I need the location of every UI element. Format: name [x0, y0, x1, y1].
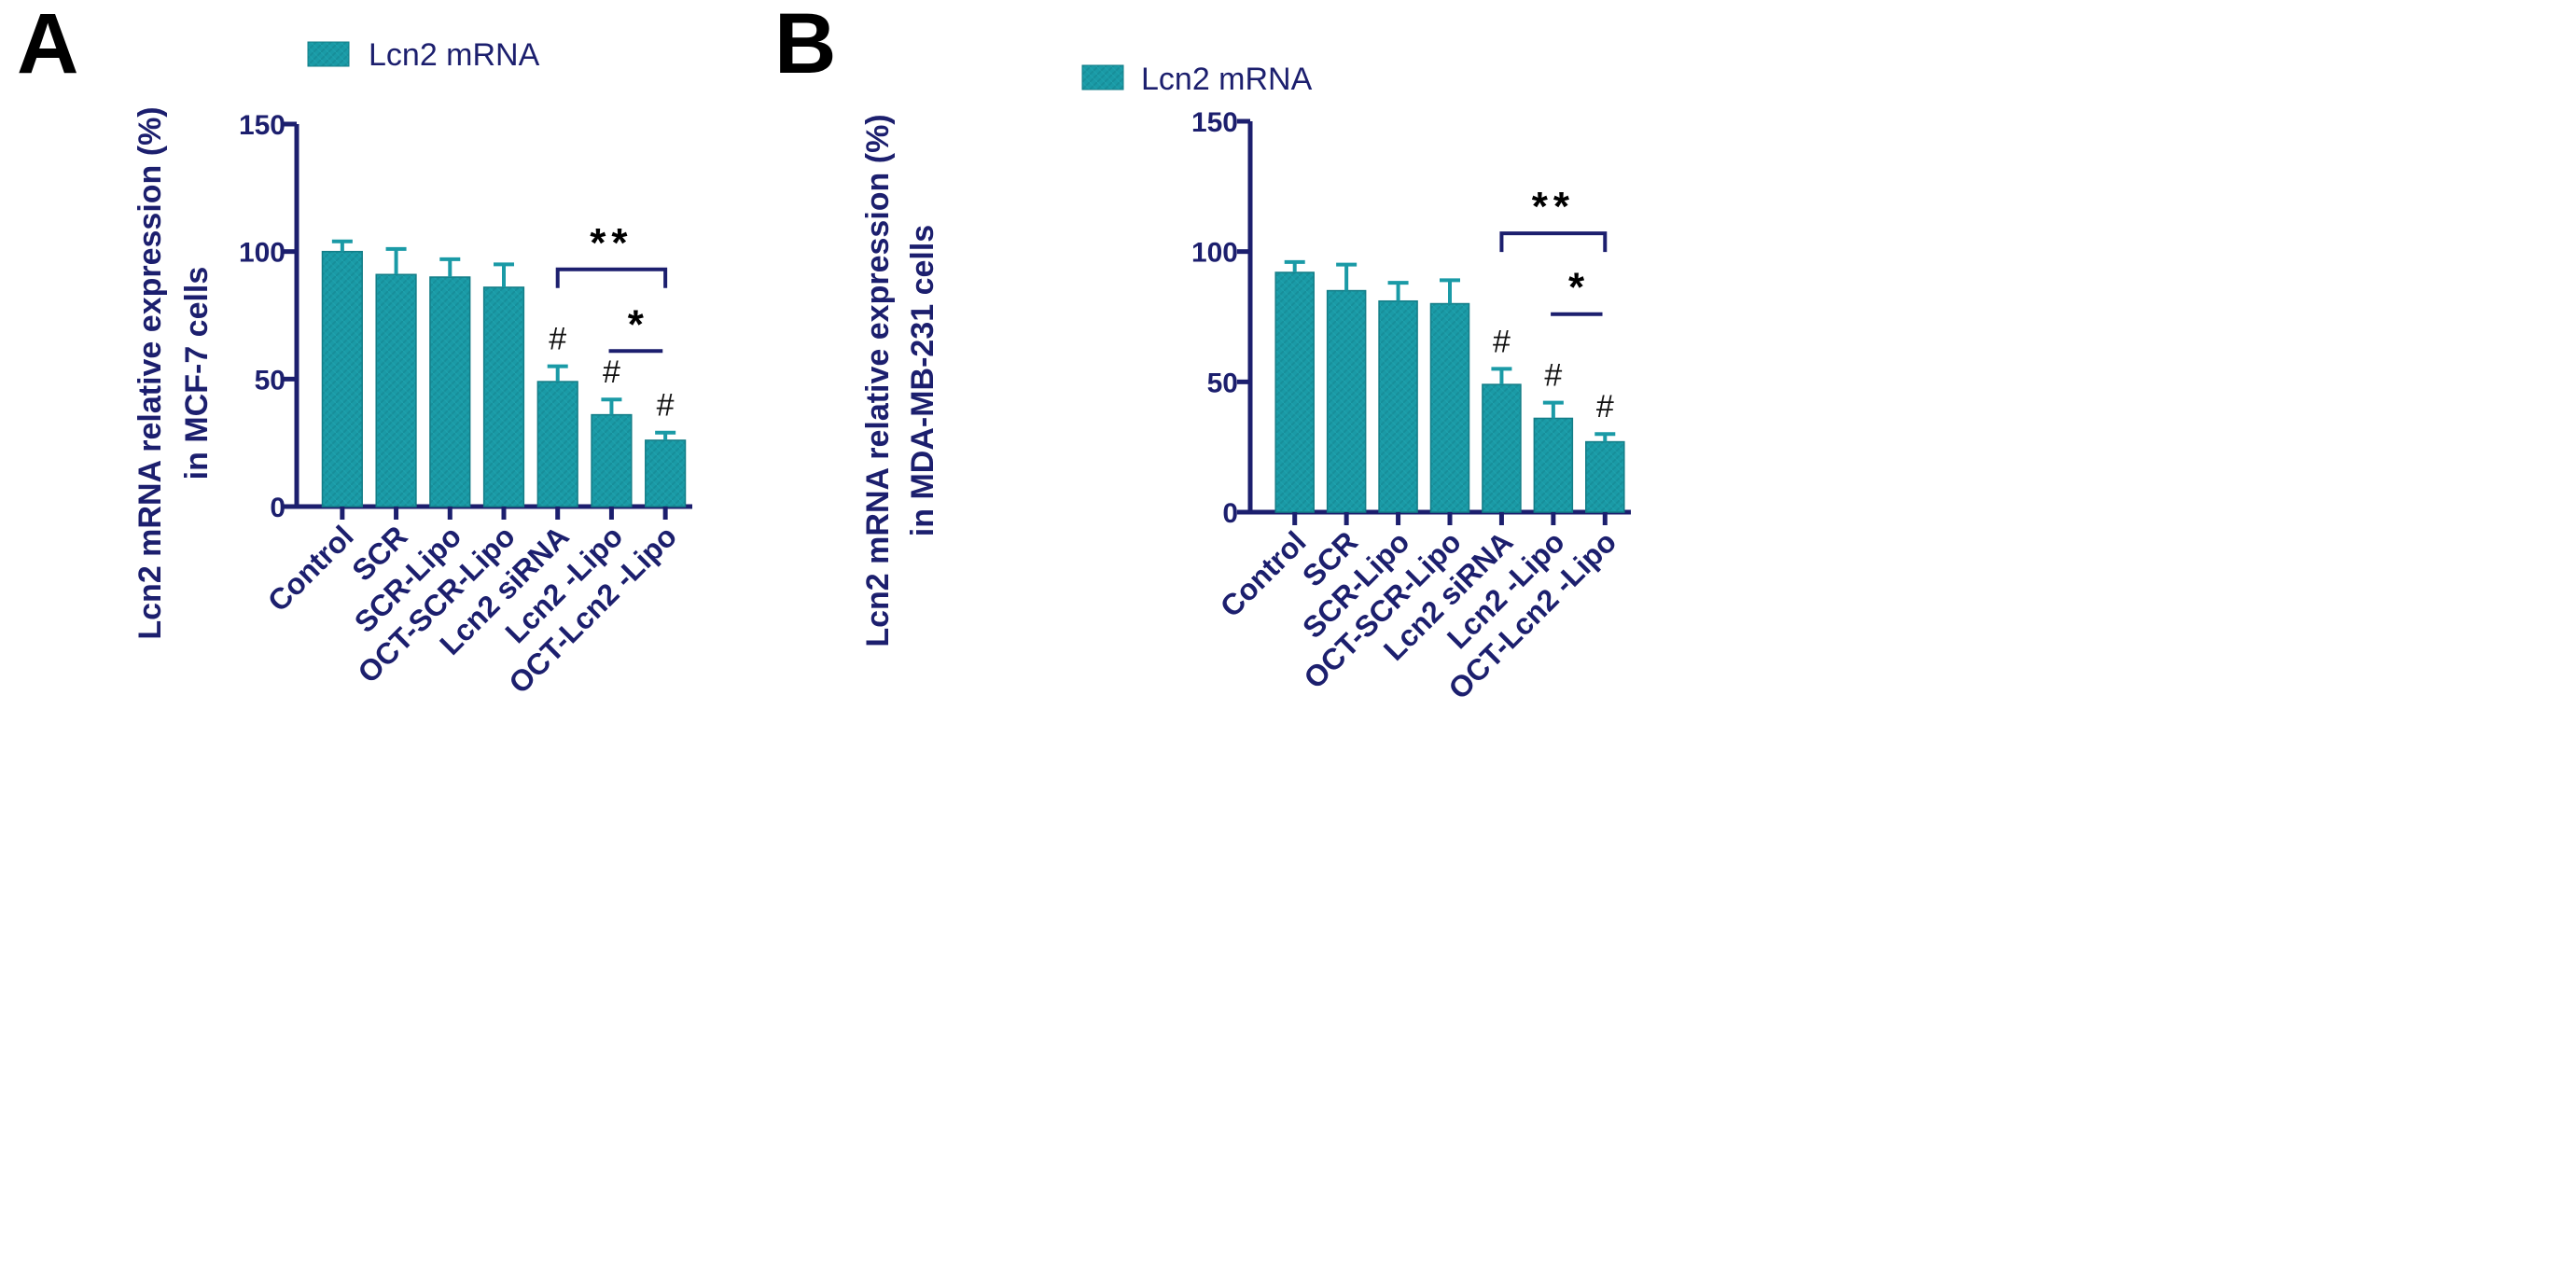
significance-mark: # [1596, 389, 1614, 424]
y-tick-label: 150 [1191, 107, 1238, 138]
y-axis-label: Lcn2 mRNA relative expression (%) [860, 114, 896, 646]
legend-label: Lcn2 mRNA [369, 37, 540, 73]
comparison-label-2: * [1568, 265, 1590, 311]
bar-2 [375, 273, 417, 507]
bar-7 [1585, 440, 1625, 513]
significance-mark: # [549, 322, 566, 357]
panel-label: A [17, 0, 78, 91]
y-tick-label: 100 [239, 238, 285, 269]
comparison-label-1: ** [590, 220, 633, 266]
bar-6 [591, 413, 633, 507]
bar-4 [1429, 302, 1470, 513]
panel-a: A Lcn2 mRNA Lcn2 mRNA relative expression … [17, 0, 692, 700]
significance-mark: # [657, 388, 675, 424]
x-tick-label: Control [1214, 524, 1313, 623]
y-tick-label: 0 [1222, 498, 1238, 529]
bar-2 [1326, 289, 1367, 513]
panel-label: B [774, 0, 836, 91]
comparison-bracket-1 [555, 267, 668, 288]
legend-swatch [1081, 64, 1124, 90]
y-axis-label-line2: in MCF-7 cells [179, 267, 215, 480]
bar-5 [536, 381, 578, 507]
y-axis-label-line2: in MDA-MB-231 cells [905, 225, 940, 536]
legend-label: Lcn2 mRNA [1141, 62, 1313, 97]
comparison-label-2: * [628, 301, 649, 347]
comparison-label-1: ** [1532, 184, 1575, 229]
legend-swatch [307, 41, 350, 67]
significance-mark: # [603, 354, 620, 390]
y-tick-label: 0 [270, 493, 285, 523]
bar-4 [482, 286, 525, 507]
bar-6 [1533, 417, 1574, 513]
bar-1 [1274, 271, 1315, 513]
y-tick-label: 100 [1191, 238, 1238, 269]
y-tick-label: 50 [1207, 368, 1238, 398]
comparison-bracket-1 [1499, 231, 1608, 253]
y-tick-label: 150 [239, 110, 285, 141]
bar-7 [645, 439, 687, 507]
significance-mark: # [1493, 324, 1511, 359]
significance-mark: # [1544, 358, 1562, 394]
bar-5 [1482, 383, 1522, 513]
bar-1 [321, 250, 363, 507]
y-axis-label: Lcn2 mRNA relative expression (%) [132, 106, 168, 639]
panel-b: B Lcn2 mRNA Lcn2 mRNA relative expression … [774, 0, 1631, 705]
x-tick-label: Control [261, 519, 360, 618]
bar-3 [1378, 299, 1418, 513]
y-tick-label: 50 [255, 365, 285, 396]
bar-3 [429, 276, 471, 507]
